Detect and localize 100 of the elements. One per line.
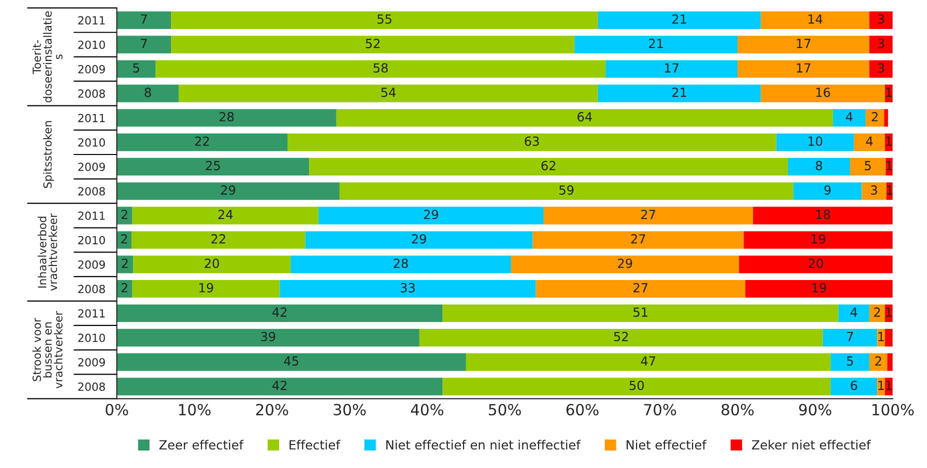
bar [116, 158, 310, 176]
data-label: 58 [374, 63, 388, 73]
data-label: 21 [649, 38, 663, 48]
data-label: 14 [808, 14, 822, 24]
bar [850, 158, 886, 176]
data-label: 7 [141, 38, 147, 48]
bar [866, 109, 884, 127]
y-tick-label: 2011 [78, 114, 105, 122]
bar [290, 256, 511, 274]
x-tick-label: 60% [566, 404, 598, 416]
bar [442, 378, 831, 396]
data-label: 6 [850, 380, 858, 390]
text: Inhaalverbod vrachtverkeer [38, 213, 58, 291]
data-label: 39 [261, 332, 276, 342]
bar [598, 11, 761, 29]
data-label: 8 [144, 88, 151, 98]
x-tick-label: 40% [410, 404, 444, 416]
data-label: 51 [634, 308, 648, 317]
data-label: 1 [886, 136, 892, 146]
data-label: 33 [400, 283, 415, 292]
data-label: 1 [886, 88, 892, 97]
x-tick-label: 80% [722, 404, 754, 416]
bar [309, 158, 788, 176]
bar [116, 133, 288, 152]
bar [832, 109, 866, 127]
data-label: 3 [878, 38, 884, 48]
y-tick-label: 2008 [78, 284, 105, 294]
data-label: 4 [866, 136, 873, 146]
bar [877, 378, 885, 396]
data-label: 42 [272, 380, 286, 390]
bar [574, 36, 738, 54]
bar [753, 206, 893, 224]
data-label: 19 [812, 234, 826, 244]
legend-label: Niet effectief [626, 440, 707, 450]
bar [606, 60, 738, 78]
data-label: 9 [824, 185, 831, 195]
bar [532, 231, 744, 249]
bar [739, 256, 893, 274]
bar [536, 280, 746, 298]
bar [116, 353, 466, 371]
data-label: 29 [618, 258, 632, 268]
bar [442, 304, 838, 322]
data-label: 17 [796, 63, 810, 72]
data-label: 19 [812, 283, 826, 292]
bar [854, 133, 885, 152]
data-label: 21 [672, 14, 686, 24]
y-tick-label: 2011 [78, 309, 105, 318]
x-tick-label: 100% [872, 404, 914, 416]
y-tick-label: 2008 [78, 89, 105, 98]
bar [760, 84, 885, 102]
bar [598, 84, 761, 102]
data-label: 8 [816, 160, 822, 170]
data-label: 2 [121, 234, 127, 244]
data-label: 16 [816, 88, 830, 98]
bar [738, 36, 870, 54]
bar [132, 280, 280, 298]
data-label: 29 [412, 234, 426, 244]
data-label: 2 [875, 356, 882, 366]
bar [745, 280, 893, 298]
data-label: 2 [122, 283, 128, 292]
bar [116, 36, 172, 54]
bar [793, 182, 862, 200]
data-label: 27 [631, 234, 646, 244]
bar [884, 109, 888, 127]
bar [280, 280, 536, 298]
data-label: 7 [141, 14, 147, 24]
bar [744, 231, 893, 249]
data-label: 25 [206, 160, 220, 170]
bar [288, 133, 776, 152]
data-label: 1 [886, 185, 892, 195]
bar [830, 378, 878, 396]
bar [788, 158, 850, 176]
data-label: 24 [218, 210, 233, 220]
bar [339, 182, 794, 200]
y-tick-label: 2009 [78, 260, 105, 269]
bar [862, 182, 886, 200]
data-label: 22 [195, 136, 209, 146]
x-tick-label: 90% [799, 404, 832, 416]
data-label: 3 [871, 185, 878, 195]
data-label: 5 [133, 63, 140, 73]
data-label: 3 [878, 14, 884, 24]
bar [116, 109, 336, 127]
data-label: 50 [630, 380, 644, 390]
bar [884, 328, 893, 346]
y-tick-label: 2010 [78, 236, 105, 244]
y-tick-label: 2010 [78, 40, 105, 49]
data-label: 5 [847, 356, 853, 366]
data-label: 54 [381, 88, 396, 98]
data-label: 59 [559, 185, 574, 195]
data-label: 3 [878, 63, 884, 73]
bar [830, 353, 870, 371]
data-label: 28 [220, 112, 234, 122]
data-label: 1 [886, 380, 892, 390]
data-label: 64 [578, 112, 592, 122]
bar [116, 328, 420, 346]
y-tick-label: 2011 [78, 16, 105, 25]
x-tick-label: 20% [256, 404, 288, 416]
data-label: 27 [633, 283, 648, 292]
data-label: 7 [847, 332, 853, 342]
bar [116, 182, 340, 200]
